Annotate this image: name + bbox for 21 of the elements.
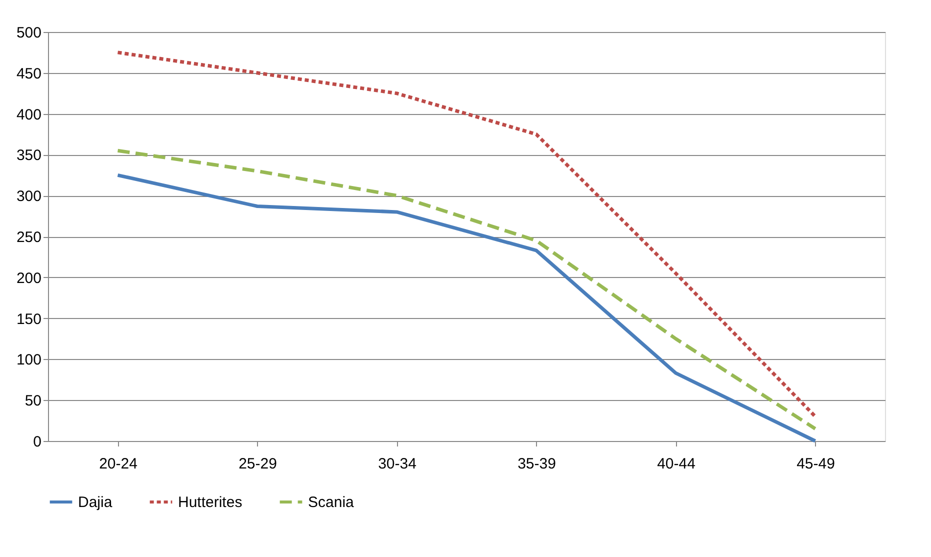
y-tick-label: 0 <box>33 434 42 450</box>
legend-label: Dajia <box>78 494 113 511</box>
x-tick-label: 40-44 <box>657 456 696 472</box>
y-tick-label: 50 <box>24 392 42 410</box>
line-series <box>116 50 817 418</box>
y-tick-label: 500 <box>16 24 42 42</box>
x-tick-label: 25-29 <box>238 456 277 472</box>
x-tick-label: 35-39 <box>518 456 556 472</box>
y-tick-label: 250 <box>16 229 42 246</box>
x-tick-label: 20-24 <box>99 456 138 472</box>
x-tick-label: 45-49 <box>796 456 835 472</box>
y-tick-label: 300 <box>16 188 42 206</box>
x-tick-label: 30-34 <box>378 456 416 472</box>
legend-label: Scania <box>308 494 355 511</box>
y-tick-label: 150 <box>16 310 42 328</box>
legend-label: Hutterites <box>178 494 242 511</box>
y-tick-label: 200 <box>16 270 42 287</box>
y-tick-label: 400 <box>16 106 42 124</box>
y-tick-label: 450 <box>16 65 42 82</box>
y-tick-label: 350 <box>16 147 42 164</box>
y-tick-label: 100 <box>16 352 42 369</box>
